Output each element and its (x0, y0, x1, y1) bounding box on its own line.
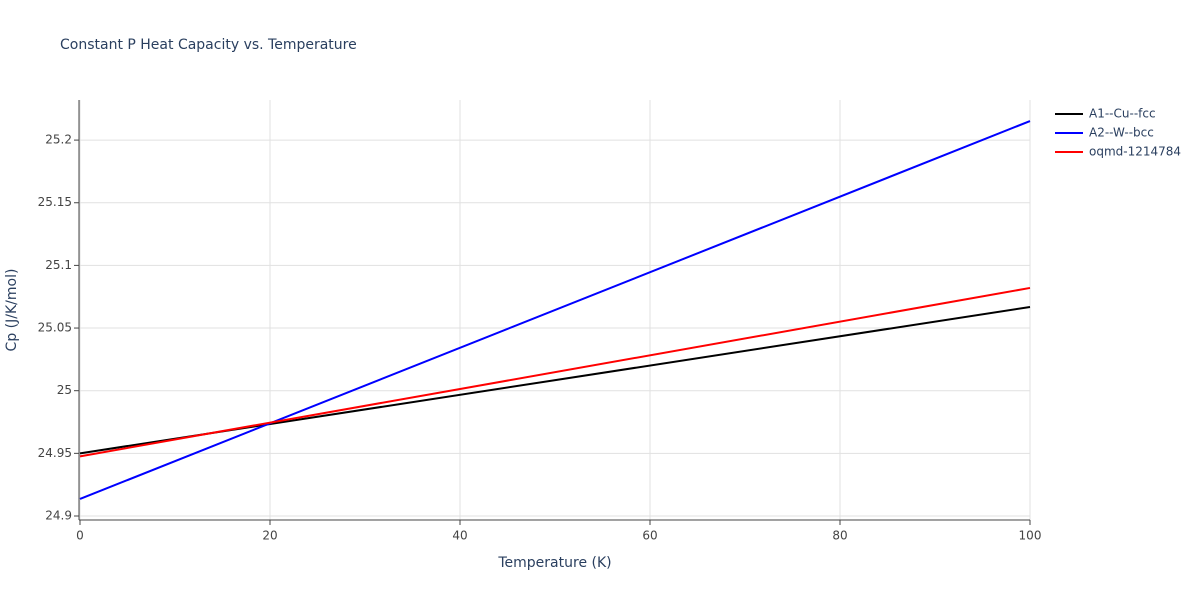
legend-label: A2--W--bcc (1089, 126, 1154, 140)
y-tick-label: 25.1 (45, 258, 72, 272)
series-line (79, 286, 1031, 458)
x-tick-label: 60 (642, 529, 657, 543)
y-tick-label: 25.15 (38, 195, 72, 209)
legend-label: A1--Cu--fcc (1089, 107, 1156, 121)
x-axis-label: Temperature (K) (497, 555, 611, 571)
y-tick-label: 25 (57, 383, 72, 397)
chart-title: Constant P Heat Capacity vs. Temperature (60, 37, 357, 53)
y-tick-label: 25.05 (38, 321, 72, 335)
y-tick-label: 24.9 (45, 508, 72, 522)
x-tick-label: 40 (452, 529, 467, 543)
y-tick-label: 24.95 (38, 446, 72, 460)
legend-label: oqmd-1214784 (1089, 145, 1181, 159)
x-tick-label: 20 (262, 529, 277, 543)
x-tick-label: 80 (832, 529, 847, 543)
x-tick-label: 100 (1019, 529, 1042, 543)
y-tick-label: 25.2 (45, 133, 72, 147)
y-axis-label: Cp (J/K/mol) (4, 269, 20, 352)
series-line (79, 120, 1031, 500)
x-tick-label: 0 (76, 529, 84, 543)
